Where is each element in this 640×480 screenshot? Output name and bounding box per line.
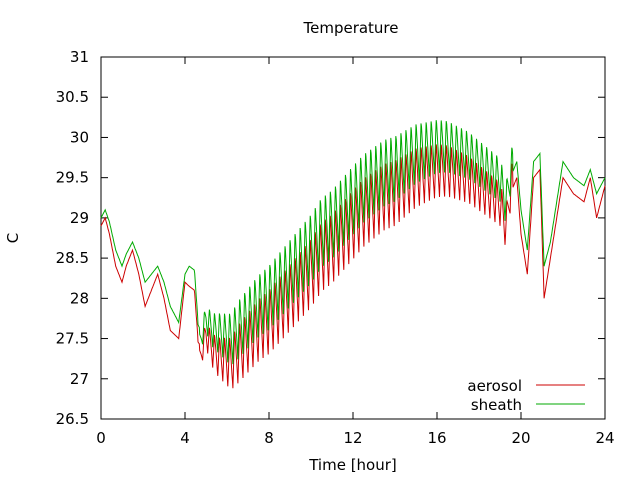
y-tick-label: 28.5: [56, 249, 89, 267]
y-tick-label: 28: [70, 289, 89, 307]
x-axis-title: Time [hour]: [308, 456, 397, 474]
x-tick-label: 4: [180, 429, 190, 447]
series-lines: [100, 120, 606, 389]
legend: aerosol sheath: [467, 377, 585, 414]
y-tick-label: 27.5: [56, 330, 89, 348]
y-tick-label: 31: [70, 48, 89, 66]
x-tick-label: 12: [343, 429, 362, 447]
y-tick-label: 30: [70, 128, 89, 146]
x-tick-label: 20: [511, 429, 530, 447]
x-tick-label: 24: [595, 429, 614, 447]
chart-title: Temperature: [302, 19, 398, 37]
x-axis: 0 4 8 12 16 20 24: [96, 57, 615, 447]
series-line-sheath: [100, 120, 606, 365]
series-line-aerosol: [100, 144, 606, 389]
y-axis: 26.5 27 27.5 28 28.5 29 29.5 30 30.5 31: [56, 48, 605, 428]
legend-entry-aerosol: aerosol: [467, 377, 585, 395]
y-axis-title: C: [4, 233, 22, 243]
legend-entry-sheath: sheath: [471, 396, 585, 414]
y-tick-label: 29: [70, 209, 89, 227]
y-tick-label: 27: [70, 370, 89, 388]
x-tick-label: 16: [427, 429, 446, 447]
y-tick-label: 29.5: [56, 169, 89, 187]
y-tick-label: 26.5: [56, 410, 89, 428]
x-tick-label: 8: [264, 429, 274, 447]
y-tick-label: 30.5: [56, 88, 89, 106]
legend-label-sheath: sheath: [471, 396, 522, 414]
legend-label-aerosol: aerosol: [467, 377, 522, 395]
x-tick-label: 0: [96, 429, 106, 447]
